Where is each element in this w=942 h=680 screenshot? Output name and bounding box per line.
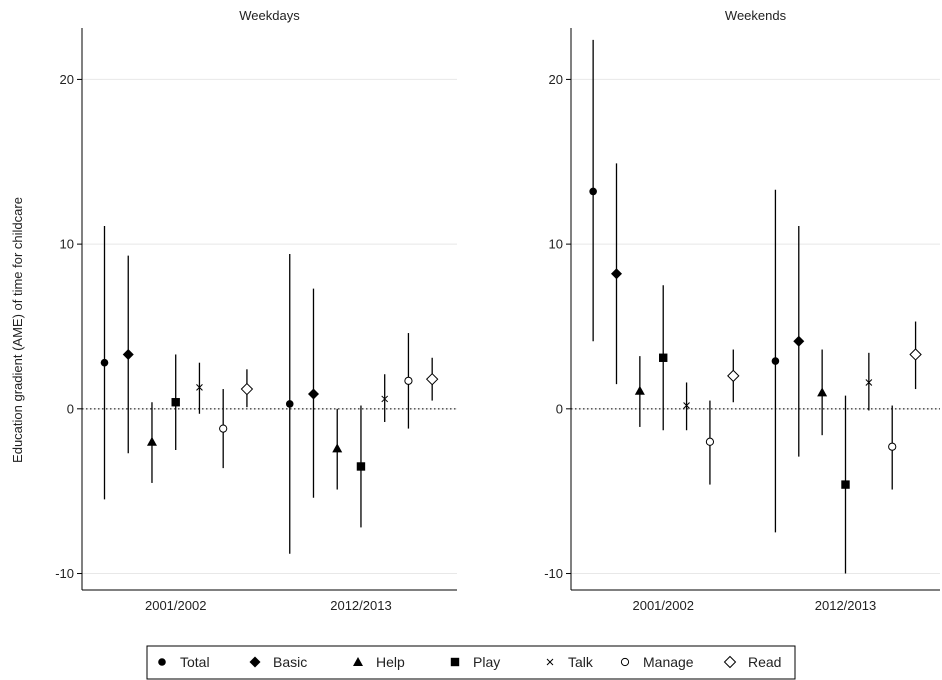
legend-label: Read — [748, 654, 781, 670]
estimate-manage — [219, 389, 228, 469]
point-marker-total — [771, 357, 780, 365]
legend-item-play: Play — [450, 654, 500, 670]
point-marker-read — [727, 369, 740, 383]
estimate-read — [425, 357, 439, 401]
y-tick-label: -10 — [544, 566, 563, 581]
point-marker-talk — [196, 384, 203, 391]
point-marker-manage — [219, 424, 228, 433]
point-marker-play — [356, 462, 366, 471]
point-marker-manage — [404, 376, 413, 385]
estimate-help — [817, 349, 828, 436]
legend-marker-read — [723, 655, 737, 669]
legend-item-manage: Manage — [620, 654, 694, 670]
estimate-read — [727, 349, 740, 403]
y-tick-label: 20 — [60, 72, 74, 87]
legend-item-total: Total — [158, 654, 210, 670]
legend-marker-help — [353, 657, 363, 666]
legend-label: Help — [376, 654, 405, 670]
legend-label: Total — [180, 654, 210, 670]
legend-label: Talk — [568, 654, 594, 670]
point-marker-read — [240, 382, 254, 396]
y-tick-label: 10 — [60, 237, 74, 252]
point-marker-total — [589, 187, 597, 196]
point-marker-read — [425, 372, 439, 386]
estimate-read — [240, 369, 254, 408]
point-marker-help — [634, 385, 645, 395]
point-marker-read — [909, 348, 922, 361]
estimate-talk — [683, 382, 690, 431]
legend-marker-total — [158, 658, 166, 666]
estimate-play — [356, 405, 366, 528]
point-marker-basic — [793, 335, 805, 347]
estimate-manage — [888, 405, 897, 490]
point-marker-play — [171, 398, 180, 407]
y-tick-label: -10 — [55, 566, 74, 581]
estimate-total — [589, 39, 597, 342]
legend-marker-manage — [620, 657, 630, 667]
legend-marker-basic — [249, 656, 261, 668]
point-marker-play — [659, 353, 668, 362]
point-marker-talk — [865, 379, 873, 386]
legend-label: Basic — [273, 654, 307, 670]
legend-item-help: Help — [353, 654, 405, 670]
panel-title: Weekdays — [239, 8, 300, 23]
point-marker-talk — [683, 402, 690, 409]
point-marker-basic — [307, 388, 319, 400]
point-marker-basic — [122, 348, 134, 360]
legend-marker-play — [450, 657, 460, 667]
estimate-basic — [793, 226, 805, 457]
estimate-basic — [610, 163, 622, 385]
legend-item-read: Read — [723, 654, 781, 670]
estimate-talk — [196, 362, 203, 414]
y-tick-label: 10 — [549, 237, 563, 252]
x-category-label: 2001/2002 — [632, 598, 693, 613]
point-marker-basic — [610, 268, 622, 280]
estimate-basic — [307, 288, 319, 498]
point-marker-total — [285, 400, 294, 408]
estimate-basic — [122, 255, 134, 454]
estimate-help — [634, 356, 645, 427]
legend: Total Basic Help Play Talk Manage Read — [146, 645, 796, 680]
estimate-talk — [865, 352, 873, 411]
legend-item-talk: Talk — [546, 654, 594, 670]
estimate-total — [285, 254, 294, 554]
point-marker-manage — [705, 437, 715, 446]
y-tick-label: 0 — [67, 401, 74, 416]
y-axis-label: Education gradient (AME) of time for chi… — [10, 197, 25, 463]
estimate-total — [100, 226, 109, 500]
point-marker-manage — [888, 442, 897, 451]
x-category-label: 2012/2013 — [330, 598, 391, 613]
legend-box — [146, 645, 796, 680]
legend-label: Play — [473, 654, 500, 670]
x-category-label: 2012/2013 — [815, 598, 876, 613]
estimate-manage — [705, 400, 715, 485]
point-marker-help — [146, 436, 157, 446]
legend-label: Manage — [643, 654, 694, 670]
x-category-label: 2001/2002 — [145, 598, 206, 613]
legend-item-basic: Basic — [249, 654, 307, 670]
y-tick-label: 20 — [549, 72, 563, 87]
panel-weekdays: Weekdays -10 0 10 20 2001/2002 2012/2013 — [55, 8, 457, 613]
point-marker-help — [332, 443, 343, 453]
estimate-play — [659, 285, 668, 431]
estimate-talk — [381, 374, 389, 422]
legend-marker-talk — [546, 658, 554, 666]
point-marker-total — [100, 358, 109, 367]
estimate-play — [841, 395, 850, 574]
estimate-read — [909, 321, 922, 390]
estimate-play — [171, 354, 180, 450]
point-marker-talk — [381, 395, 389, 403]
point-marker-help — [817, 387, 828, 397]
estimate-help — [332, 408, 343, 490]
estimate-manage — [404, 333, 413, 429]
estimate-help — [146, 402, 157, 483]
estimate-total — [771, 189, 780, 533]
panel-weekends: Weekends -10 0 10 20 2001/2002 2012/2013 — [544, 8, 940, 613]
panel-title: Weekends — [725, 8, 787, 23]
point-marker-play — [841, 480, 850, 489]
y-tick-label: 0 — [556, 401, 563, 416]
